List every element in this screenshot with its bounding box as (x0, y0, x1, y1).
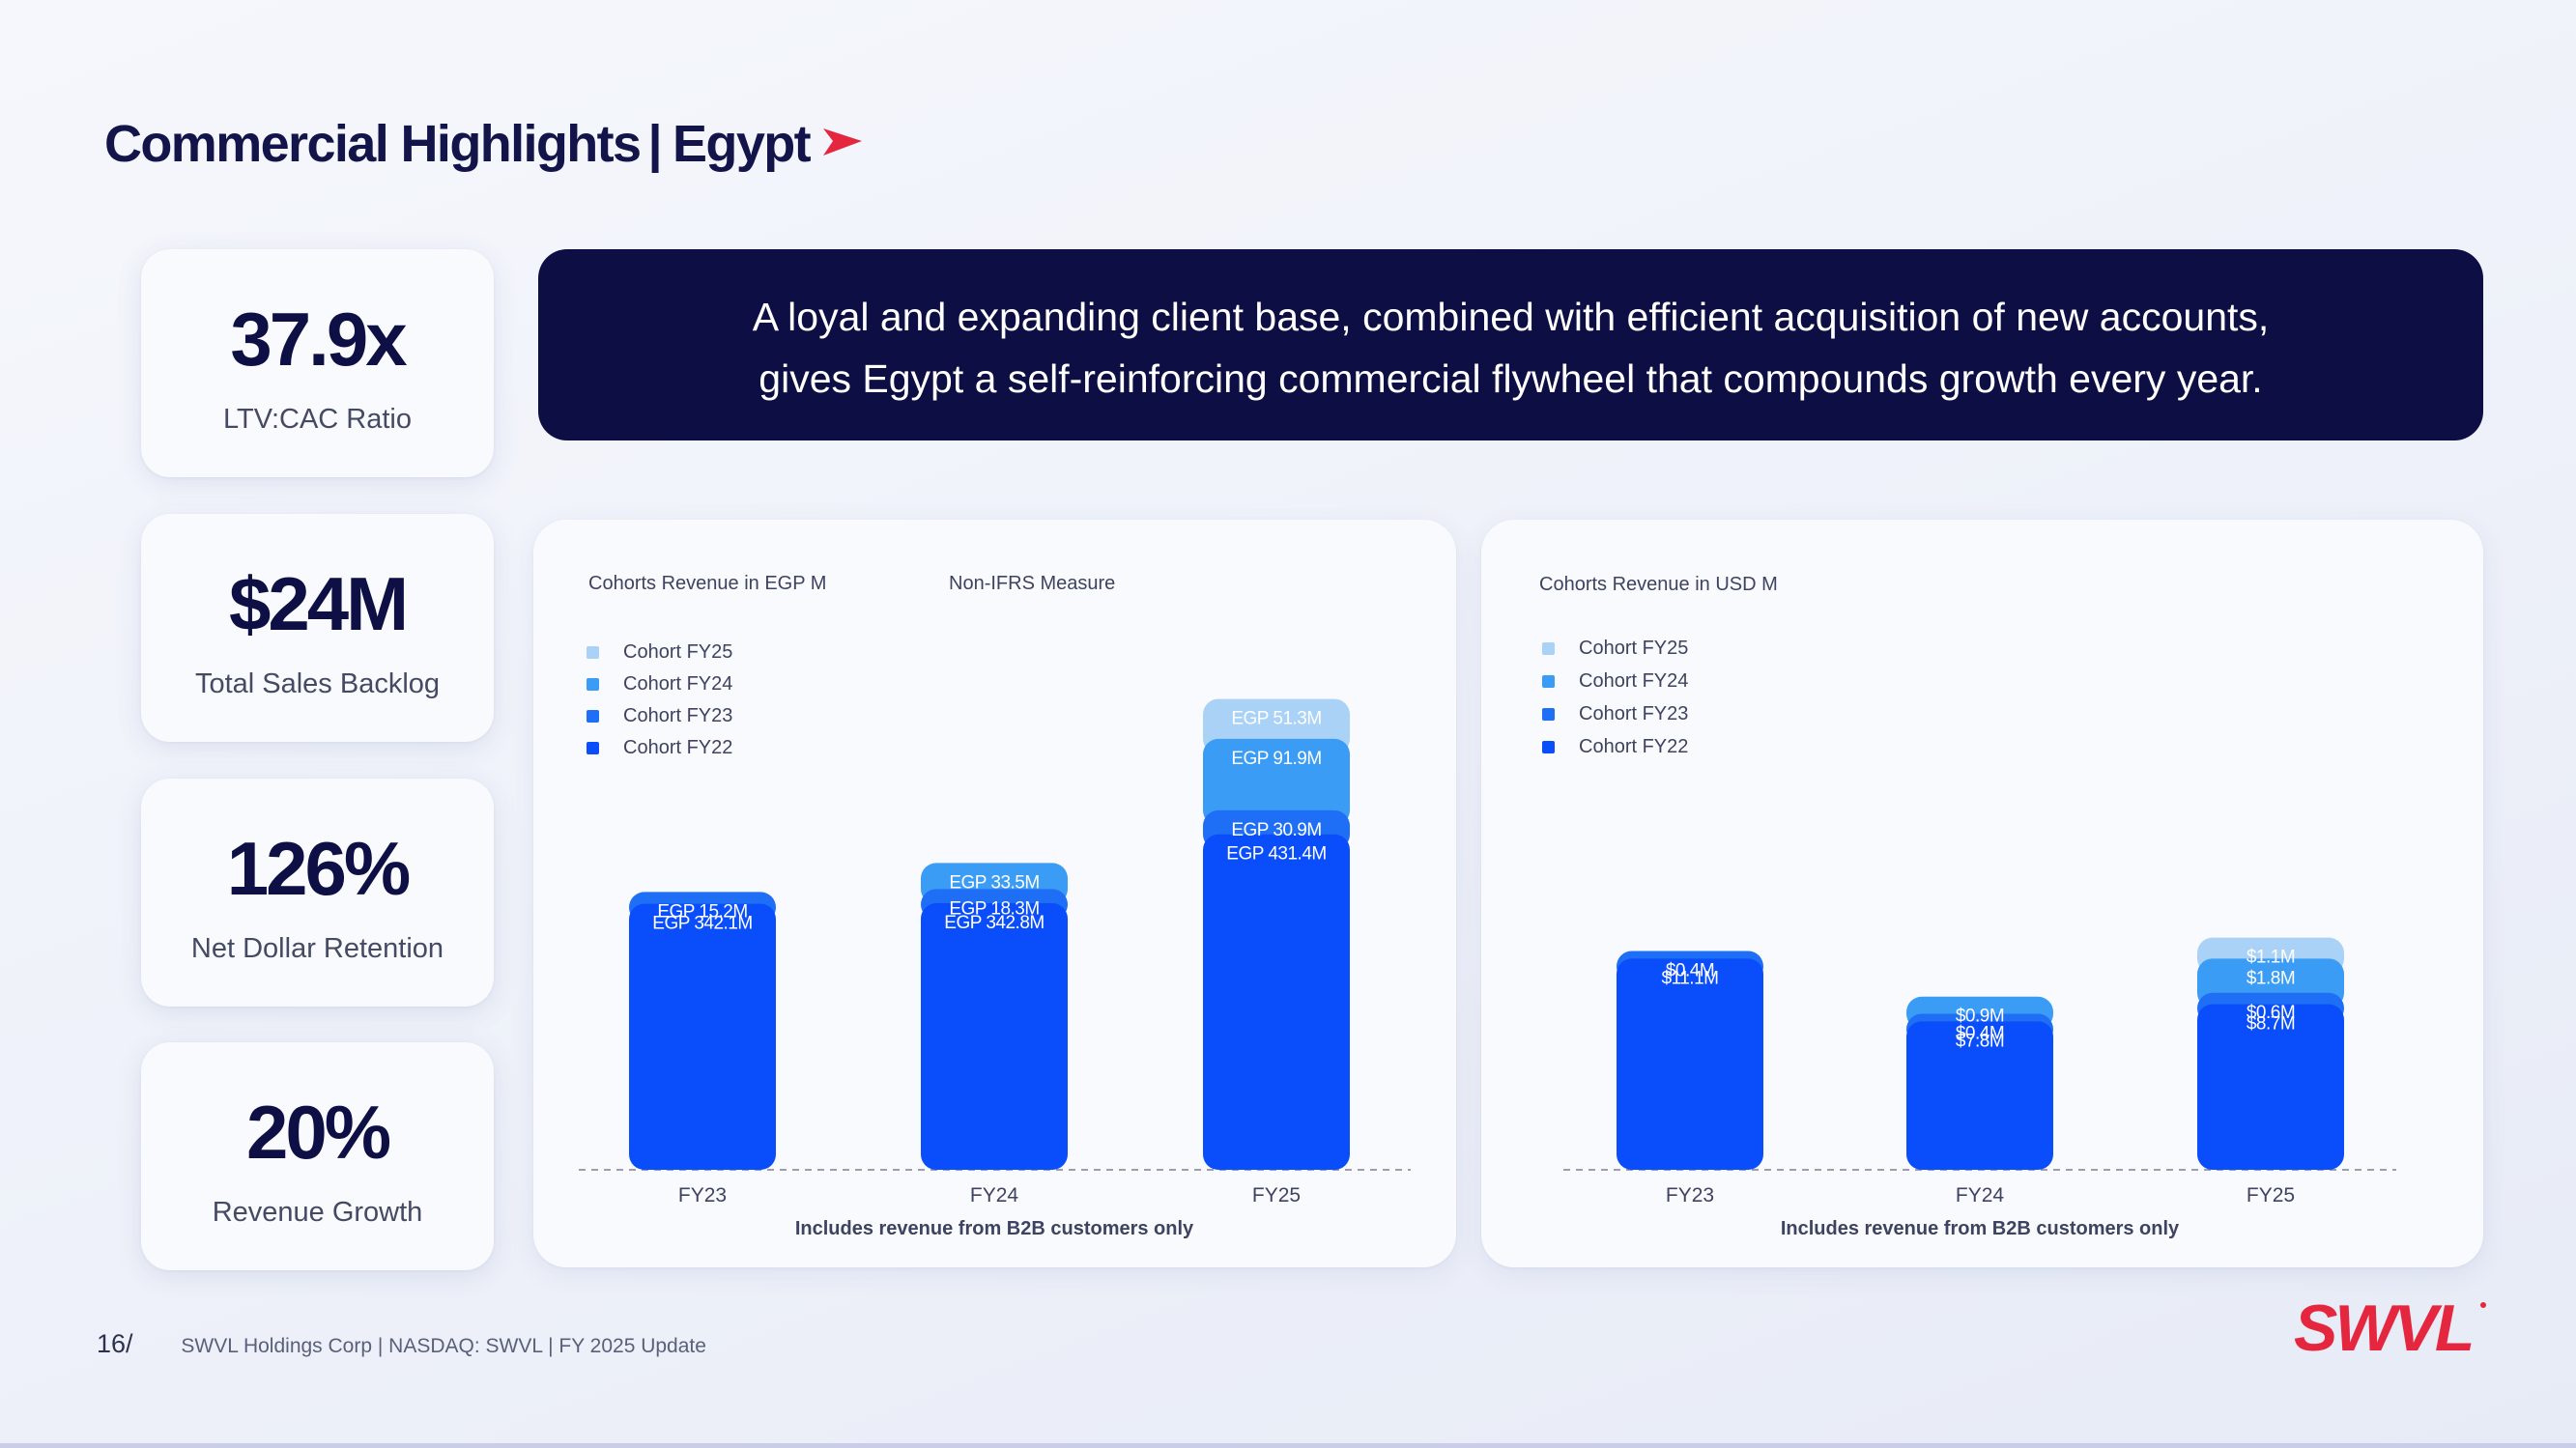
egp-chart-card: Cohorts Revenue in EGP M Non-IFRS Measure… (533, 520, 1456, 1267)
data-label: EGP 15.2M (657, 901, 747, 922)
legend-swatch (587, 646, 599, 659)
data-label: $0.6M (2247, 1003, 2295, 1023)
data-label: $1.8M (2247, 968, 2295, 988)
x-tick-label: FY25 (1252, 1184, 1301, 1207)
chevron-right-icon (821, 114, 866, 174)
kpi-label: LTV:CAC Ratio (223, 404, 412, 435)
legend-label: Cohort FY24 (623, 673, 732, 695)
legend-swatch (1542, 741, 1555, 753)
legend-swatch (1542, 708, 1555, 721)
data-label: EGP 18.3M (949, 898, 1039, 919)
bottom-rule (0, 1443, 2576, 1448)
data-label: $11.1M (1662, 968, 1719, 988)
data-label: EGP 33.5M (949, 872, 1039, 893)
kpi-value: 20% (245, 1090, 391, 1175)
svg-text:SWVL: SWVL (2294, 1297, 2472, 1357)
title-region: Egypt (673, 115, 812, 173)
bar-segment (629, 903, 776, 1170)
bar-segment (1906, 1021, 2053, 1170)
bar-segment (1203, 738, 1350, 826)
usd-cohort-chart: Cohorts Revenue in USD M Cohort FY25 Cohor… (1539, 574, 2396, 1239)
kpi-card-sales-backlog: $24M Total Sales Backlog (141, 514, 494, 742)
data-label: $0.4M (1666, 960, 1714, 980)
kpi-card-revenue-growth: 20% Revenue Growth (141, 1042, 494, 1270)
kpi-value: $24M (228, 561, 409, 646)
title-main: Commercial Highlights (104, 115, 642, 173)
bar-segment (921, 903, 1068, 1170)
egp-cohort-chart: Cohorts Revenue in EGP M Non-IFRS Measure… (579, 573, 1411, 1239)
legend-swatch (587, 710, 599, 723)
chart-title: Cohorts Revenue in EGP M (588, 573, 826, 594)
data-label: EGP 342.1M (652, 914, 752, 934)
data-label: EGP 51.3M (1231, 709, 1321, 729)
legend-swatch (587, 678, 599, 691)
x-tick-label: FY24 (970, 1184, 1019, 1207)
usd-chart-card: Cohorts Revenue in USD M Cohort FY25 Cohor… (1481, 520, 2483, 1267)
x-tick-label: FY24 (1956, 1184, 2005, 1207)
x-tick-label: FY25 (2247, 1184, 2295, 1207)
banner-line-1: A loyal and expanding client base, combi… (752, 295, 2270, 339)
x-tick-label: FY23 (1666, 1184, 1714, 1207)
banner-line-2: gives Egypt a self-reinforcing commercia… (758, 356, 2263, 401)
bar-segment (1203, 834, 1350, 1170)
legend-label: Cohort FY23 (1579, 703, 1688, 724)
footer: 16/ SWVL Holdings Corp | NASDAQ: SWVL | … (97, 1329, 706, 1359)
kpi-value: 37.9x (230, 297, 407, 382)
kpi-card-ltv-cac: 37.9x LTV:CAC Ratio (141, 249, 494, 477)
data-label: EGP 91.9M (1231, 749, 1321, 769)
legend-swatch (1542, 675, 1555, 688)
chart-subtitle: Non-IFRS Measure (949, 573, 1115, 594)
legend-swatch (587, 742, 599, 754)
bar-segment (1617, 958, 1763, 1170)
page-number: 16/ (97, 1329, 133, 1358)
data-label: $0.4M (1956, 1023, 2004, 1043)
data-label: $0.9M (1956, 1007, 2004, 1027)
legend-swatch (1542, 642, 1555, 655)
kpi-label: Total Sales Backlog (194, 668, 441, 699)
x-tick-label: FY23 (678, 1184, 727, 1207)
data-label: $8.7M (2247, 1014, 2295, 1035)
kpi-label: Revenue Growth (212, 1197, 423, 1228)
chart-note: Includes revenue from B2B customers only (1781, 1218, 2180, 1239)
data-label: EGP 30.9M (1231, 820, 1321, 840)
kpi-label: Net Dollar Retention (190, 933, 444, 964)
data-label: EGP 431.4M (1226, 844, 1326, 865)
swvl-logo: SWVL (2294, 1292, 2487, 1365)
legend-label: Cohort FY25 (1579, 638, 1688, 659)
legend-label: Cohort FY24 (1579, 670, 1688, 692)
highlight-banner: A loyal and expanding client base, combi… (538, 249, 2483, 440)
page-title: Commercial Highlights | Egypt (104, 114, 866, 174)
title-separator: | (647, 115, 663, 173)
footer-text: SWVL Holdings Corp | NASDAQ: SWVL | FY 2… (181, 1335, 706, 1357)
legend-label: Cohort FY22 (623, 737, 732, 758)
bar-segment (2197, 1004, 2344, 1170)
data-label: $1.1M (2247, 948, 2295, 968)
kpi-value: 126% (226, 826, 412, 911)
data-label: EGP 342.8M (944, 913, 1044, 933)
legend-label: Cohort FY23 (623, 705, 732, 726)
chart-note: Includes revenue from B2B customers only (795, 1218, 1194, 1239)
kpi-card-net-dollar-retention: 126% Net Dollar Retention (141, 779, 494, 1007)
chart-title: Cohorts Revenue in USD M (1539, 574, 1778, 595)
legend-label: Cohort FY25 (623, 641, 732, 663)
legend-label: Cohort FY22 (1579, 736, 1688, 757)
data-label: $7.8M (1956, 1031, 2004, 1051)
